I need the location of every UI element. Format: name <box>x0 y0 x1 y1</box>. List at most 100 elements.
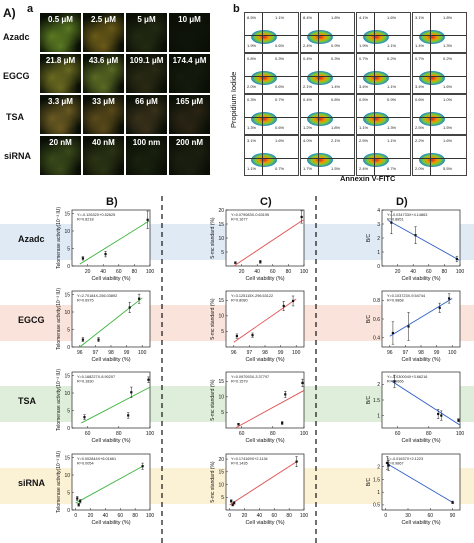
y-tick-label: 15 <box>218 222 224 228</box>
x-tick-label: 20 <box>88 513 94 519</box>
x-tick-label: 100 <box>456 269 465 275</box>
flow-plot: 2.2% 1.6% 2.0% 5.5% <box>412 135 467 176</box>
x-tick-label: 60 <box>428 513 434 519</box>
plot-frame <box>225 371 305 429</box>
y-tick-label: 0 <box>67 264 70 270</box>
data-point <box>231 503 234 507</box>
quadrant-percent: 0.6% <box>415 97 425 102</box>
concentration-label: 40 nM <box>92 138 115 147</box>
y-tick-label: 20 <box>218 208 224 214</box>
y-tick-label: 0 <box>67 426 70 432</box>
x-axis-label: Cell viability (%) <box>401 357 440 363</box>
micrograph-cell: 66 μM <box>126 95 167 134</box>
x-tick-label: 20 <box>242 513 248 519</box>
x-tick-label: 80 <box>270 431 276 437</box>
y-axis-label: 5-mc standard (%) <box>210 461 216 502</box>
x-tick-label: 99 <box>434 350 440 356</box>
data-point <box>440 414 443 417</box>
x-axis-label: Cell viability (%) <box>245 276 284 282</box>
quadrant-percent: 2.1% <box>331 138 341 143</box>
panel-label-D: D) <box>396 196 408 208</box>
quadrant-percent: 3.1% <box>415 15 425 20</box>
x-tick-label: 96 <box>387 350 393 356</box>
quadrant-percent: 0.7% <box>415 56 425 61</box>
quadrant-percent: 1.9% <box>247 43 257 48</box>
row-label-azadc: Azadc <box>3 32 30 42</box>
gate-line <box>357 158 410 159</box>
y-tick-label: 0.5 <box>373 503 380 509</box>
quadrant-percent: 8.4% <box>303 15 313 20</box>
flow-plot: 2.5% 1.1% 2.4% 6.7% <box>356 135 411 176</box>
data-point <box>81 257 85 260</box>
fit-equation: Y=0.079083X-0.63195 <box>231 213 269 217</box>
gate-line <box>430 95 431 134</box>
quadrant-percent: 2.4% <box>303 43 313 48</box>
fit-line <box>385 462 455 504</box>
x-tick-label: 97 <box>403 350 409 356</box>
data-point <box>447 297 451 300</box>
flow-xlabel: Annexin V-FITC <box>340 174 396 183</box>
gate-line <box>430 54 431 93</box>
flow-plot: 0.7% 0.2% 3.4% 1.1% <box>356 53 411 94</box>
row-label-tsa: TSA <box>6 112 24 122</box>
quadrant-percent: 1.4% <box>331 84 341 89</box>
y-tick-label: 5 <box>67 246 70 252</box>
flow-plot: 4.1% 1.6% 1.9% 1.1% <box>356 12 411 53</box>
x-tick-label: 40 <box>410 269 416 275</box>
x-axis-label: Cell viability (%) <box>401 276 440 282</box>
data-point <box>438 306 441 309</box>
quadrant-percent: 1.8% <box>331 125 341 130</box>
data-point <box>141 465 144 468</box>
data-point <box>295 460 298 463</box>
gate-line <box>357 76 410 77</box>
y-axis-label: Telomerase activity(10⁻³ IU) <box>56 369 62 431</box>
x-tick-label: 100 <box>292 350 301 356</box>
fit-equation: Y=0.002844X+6.01661 <box>77 457 116 461</box>
x-tick-label: 60 <box>85 431 91 437</box>
data-point <box>407 325 410 328</box>
event-cloud <box>363 71 389 85</box>
x-tick-label: 98 <box>108 350 114 356</box>
concentration-label: 43.6 μM <box>88 56 119 65</box>
x-tick-label: 96 <box>77 350 83 356</box>
micrograph-cell: 3.3 μM <box>40 95 81 134</box>
quadrant-percent: 3.4% <box>359 84 369 89</box>
quadrant-percent: 0.3% <box>331 56 341 61</box>
flow-plot: 3.1% 1.8% 1.4% 1.3% <box>412 12 467 53</box>
plot-frame <box>71 209 151 267</box>
y-tick-label: 15 <box>64 211 70 217</box>
fit-equation: Y=2.70184X-256.03892 <box>77 294 117 298</box>
fit-r: R=0.9868 <box>387 299 404 303</box>
fit-r: R=0.1435 <box>231 462 248 466</box>
event-cloud <box>363 112 389 126</box>
fit-line <box>235 390 305 429</box>
gate-line <box>374 136 375 175</box>
quadrant-percent: 1.5% <box>331 166 341 171</box>
data-point <box>137 297 141 300</box>
gate-line <box>413 158 466 159</box>
event-cloud <box>419 71 445 85</box>
data-point <box>386 461 389 465</box>
event-cloud <box>251 71 277 85</box>
event-cloud <box>251 112 277 126</box>
fit-equation: Y=-0.01637X+2.1223 <box>387 457 423 461</box>
fit-equation: Y=3.125115X-296.63122 <box>231 294 273 298</box>
gate-line <box>318 136 319 175</box>
fit-equation: Y=0.168227X-8.90207 <box>77 375 115 379</box>
concentration-label: 0.5 μM <box>48 15 73 24</box>
y-tick-label: 4 <box>377 208 380 214</box>
x-tick-label: 60 <box>270 269 276 275</box>
quadrant-percent: 1.6% <box>443 138 453 143</box>
event-cloud <box>251 30 277 44</box>
y-tick-label: 0 <box>67 508 70 514</box>
micrograph-cell: 100 nm <box>126 136 167 175</box>
y-tick-label: 2 <box>377 236 380 242</box>
row-label: Azadc <box>18 234 45 244</box>
quadrant-percent: 2.0% <box>415 166 425 171</box>
x-tick-label: 100 <box>138 350 147 356</box>
y-tick-label: 10 <box>218 314 224 320</box>
flow-plot: 4.0% 2.1% 1.7% 1.5% <box>300 135 355 176</box>
concentration-label: 109.1 μM <box>129 56 164 65</box>
data-point <box>79 500 82 503</box>
